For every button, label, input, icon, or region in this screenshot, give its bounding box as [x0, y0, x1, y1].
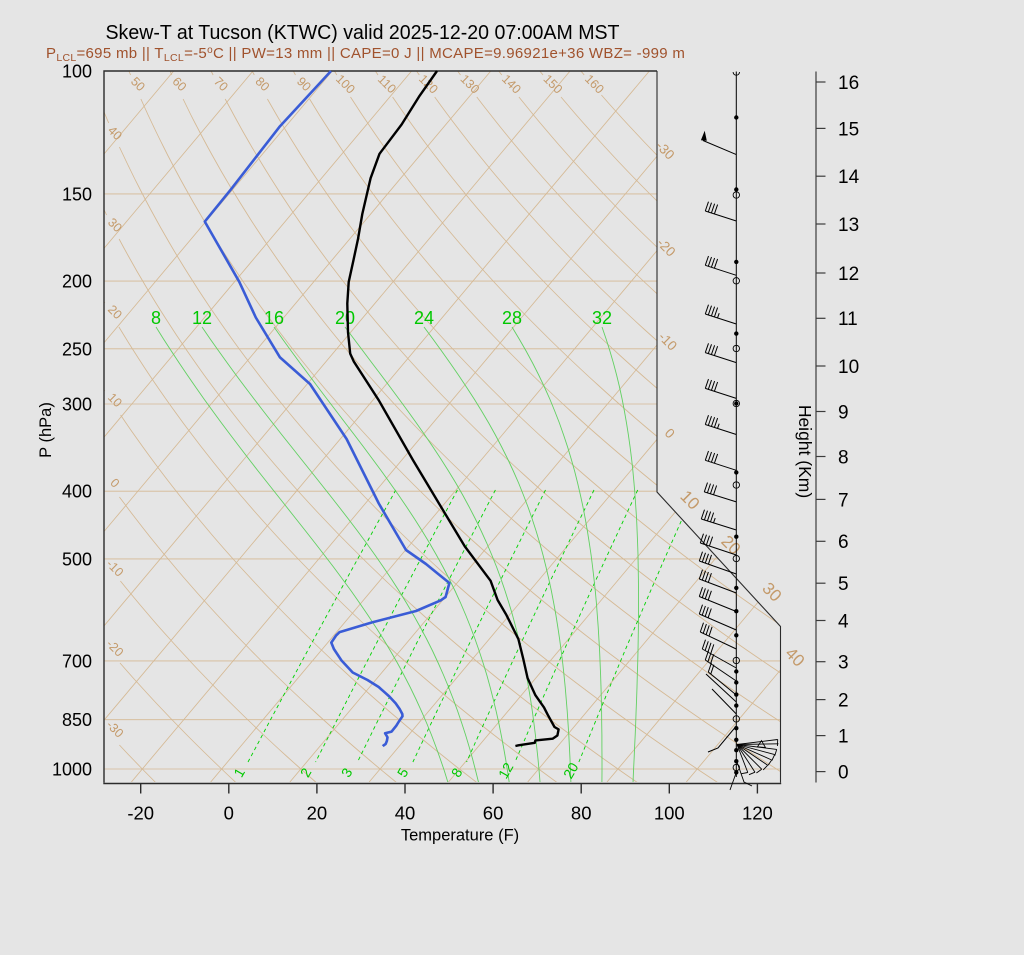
svg-text:40: 40: [395, 803, 416, 824]
svg-text:0: 0: [838, 763, 849, 784]
svg-text:100: 100: [654, 803, 685, 824]
svg-text:60: 60: [483, 803, 504, 824]
svg-text:500: 500: [62, 549, 92, 569]
svg-text:16: 16: [264, 308, 284, 328]
svg-text:150: 150: [62, 184, 92, 204]
svg-text:8: 8: [151, 308, 161, 328]
svg-text:300: 300: [62, 395, 92, 415]
svg-text:8: 8: [838, 447, 849, 468]
svg-text:Height (Km): Height (Km): [795, 405, 815, 498]
svg-text:24: 24: [414, 308, 434, 328]
svg-text:P (hPa): P (hPa): [37, 402, 55, 458]
svg-text:16: 16: [838, 73, 859, 94]
svg-text:1: 1: [838, 727, 849, 748]
svg-text:5: 5: [838, 574, 849, 595]
svg-text:700: 700: [62, 651, 92, 671]
svg-text:80: 80: [571, 803, 592, 824]
svg-text:400: 400: [62, 482, 92, 502]
svg-text:10: 10: [838, 357, 859, 378]
svg-text:0: 0: [224, 803, 234, 824]
svg-text:120: 120: [742, 803, 773, 824]
svg-text:6: 6: [838, 532, 849, 553]
svg-text:7: 7: [838, 490, 849, 511]
svg-text:20: 20: [335, 308, 355, 328]
svg-text:850: 850: [62, 710, 92, 730]
svg-text:Skew-T at Tucson (KTWC) valid: Skew-T at Tucson (KTWC) valid 2025-12-20…: [106, 21, 620, 44]
svg-text:9: 9: [838, 402, 849, 423]
svg-text:100: 100: [62, 62, 92, 82]
svg-text:2: 2: [838, 691, 849, 712]
svg-text:1000: 1000: [52, 760, 92, 780]
svg-text:13: 13: [838, 215, 859, 236]
svg-text:3: 3: [838, 653, 849, 674]
svg-text:32: 32: [592, 308, 612, 328]
svg-text:20: 20: [307, 803, 328, 824]
svg-text:15: 15: [838, 119, 859, 140]
svg-text:Temperature (F): Temperature (F): [401, 827, 519, 845]
svg-text:14: 14: [838, 167, 860, 188]
svg-text:PLCL=695 mb || TLCL=-5oC || PW: PLCL=695 mb || TLCL=-5oC || PW=13 mm || …: [46, 45, 685, 64]
svg-text:4: 4: [838, 611, 849, 632]
svg-text:28: 28: [502, 308, 522, 328]
svg-text:12: 12: [838, 264, 859, 285]
svg-text:200: 200: [62, 272, 92, 292]
svg-text:250: 250: [62, 339, 92, 359]
svg-text:12: 12: [192, 308, 212, 328]
svg-text:11: 11: [838, 309, 858, 330]
svg-text:-20: -20: [127, 803, 154, 824]
